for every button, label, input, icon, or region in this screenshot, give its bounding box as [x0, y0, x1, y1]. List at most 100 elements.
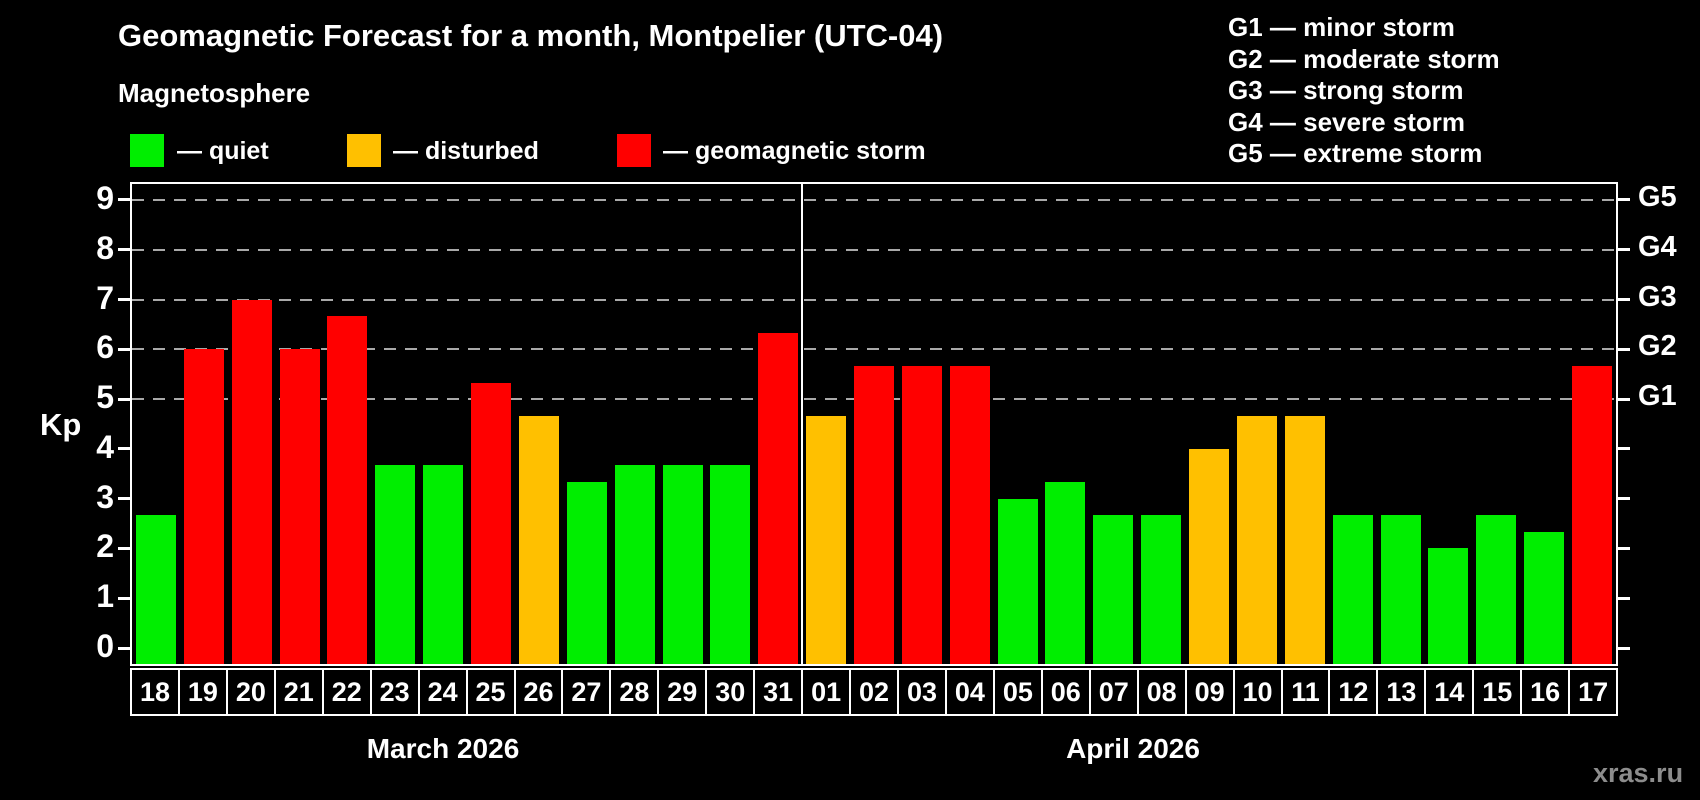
day-cell-april-04: 04: [944, 668, 995, 716]
y-tick-left-1: [118, 596, 130, 600]
y-tick-left-5: [118, 397, 130, 401]
legend-swatch-quiet-icon: [130, 134, 164, 167]
watermark-xras: xras.ru: [1593, 758, 1684, 788]
y-tick-right-0: [1618, 646, 1630, 650]
y-tick-label-1: 1: [96, 578, 114, 615]
legend-label-disturbed: — disturbed: [393, 137, 539, 165]
kp-bar-april-16: [1524, 532, 1565, 664]
month-label-april: April 2026: [1066, 733, 1200, 764]
kp-bar-april-05: [997, 498, 1038, 664]
y-tick-label-7: 7: [96, 279, 114, 316]
y-tick-left-3: [118, 497, 130, 501]
y-tick-label-4: 4: [96, 428, 114, 465]
kp-bar-april-03: [901, 365, 942, 664]
kp-bar-april-12: [1332, 515, 1373, 664]
day-cell-march-22: 22: [321, 668, 372, 716]
day-cell-april-15: 15: [1472, 668, 1523, 716]
y-tick-left-6: [118, 347, 130, 351]
kp-bar-march-30: [710, 465, 751, 664]
y-tick-right-2: [1618, 546, 1630, 550]
day-cell-april-08: 08: [1136, 668, 1187, 716]
day-cell-april-01: 01: [801, 668, 852, 716]
day-cell-march-24: 24: [417, 668, 468, 716]
y-tick-label-5: 5: [96, 379, 114, 416]
day-cell-april-09: 09: [1184, 668, 1235, 716]
kp-bar-march-27: [566, 482, 607, 664]
kp-bar-march-25: [471, 382, 512, 664]
month-divider-line: [801, 184, 804, 664]
day-cell-march-18: 18: [130, 668, 180, 716]
gridline-kp6: [132, 348, 1616, 351]
day-cell-april-11: 11: [1280, 668, 1331, 716]
g-label-g3: G3: [1638, 280, 1677, 313]
day-cell-april-16: 16: [1520, 668, 1571, 716]
legend-label-quiet: — quiet: [177, 137, 269, 165]
day-cell-april-03: 03: [897, 668, 947, 716]
day-cell-april-05: 05: [992, 668, 1043, 716]
legend-label-storm: — geomagnetic storm: [663, 137, 926, 165]
day-cell-march-21: 21: [273, 668, 324, 716]
kp-bar-march-19: [183, 349, 224, 664]
y-tick-right-1: [1618, 596, 1630, 600]
kp-bar-march-18: [135, 515, 176, 664]
y-tick-right-8: [1618, 248, 1630, 252]
day-cell-march-30: 30: [705, 668, 756, 716]
day-cell-april-13: 13: [1376, 668, 1427, 716]
kp-bar-march-21: [279, 349, 320, 664]
kp-bar-april-07: [1093, 515, 1134, 664]
kp-bar-march-26: [518, 415, 559, 664]
y-tick-left-8: [118, 248, 130, 252]
y-tick-label-8: 8: [96, 229, 114, 266]
gridline-kp9: [132, 198, 1616, 201]
y-tick-right-5: [1618, 397, 1630, 401]
day-cell-march-28: 28: [609, 668, 660, 716]
kp-bar-april-02: [854, 365, 894, 664]
legend-swatch-storm-icon: [617, 134, 651, 167]
day-cell-april-12: 12: [1328, 668, 1379, 716]
y-tick-left-4: [118, 447, 130, 451]
y-tick-label-0: 0: [96, 628, 114, 664]
y-tick-left-0: [118, 646, 130, 650]
kp-bar-april-15: [1476, 515, 1517, 664]
day-cell-april-17: 17: [1568, 668, 1619, 716]
g-label-g5: G5: [1638, 180, 1677, 213]
day-cell-march-23: 23: [369, 668, 420, 716]
kp-bar-april-11: [1284, 415, 1325, 664]
day-cell-march-27: 27: [561, 668, 612, 716]
g-label-g4: G4: [1638, 230, 1677, 263]
plot-area: [130, 182, 1618, 666]
day-cell-april-10: 10: [1232, 668, 1283, 716]
kp-bar-april-08: [1141, 515, 1182, 664]
day-cell-march-31: 31: [753, 668, 804, 716]
g-label-g2: G2: [1638, 330, 1677, 363]
kp-bar-march-29: [662, 465, 703, 664]
day-cell-march-19: 19: [177, 668, 228, 716]
y-tick-label-2: 2: [96, 528, 114, 565]
day-cell-april-02: 02: [849, 668, 899, 716]
y-tick-right-3: [1618, 497, 1630, 501]
month-label-march: March 2026: [366, 733, 520, 764]
storm-scale-item-g4: G4 — severe storm: [1228, 106, 1466, 137]
kp-bar-march-31: [758, 332, 799, 664]
day-label-row: 18 19 20 21 22 23 24 25 26 27 28 29 30 31 01 02 03 04 05 06…: [130, 668, 1619, 716]
kp-bar-april-17: [1572, 365, 1613, 664]
y-tick-left-9: [118, 198, 130, 202]
kp-bar-march-28: [614, 465, 655, 664]
y-tick-label-9: 9: [96, 179, 114, 216]
day-cell-march-20: 20: [225, 668, 276, 716]
legend-swatch-disturbed-icon: [347, 134, 381, 167]
g-label-g1: G1: [1638, 380, 1677, 413]
y-axis-title-kp: Kp: [40, 407, 82, 442]
magnetosphere-label: Magnetosphere: [118, 78, 311, 108]
day-cell-march-29: 29: [657, 668, 708, 716]
storm-scale-item-g3: G3 — strong storm: [1228, 75, 1464, 105]
kp-bar-march-20: [231, 299, 272, 664]
day-cell-march-25: 25: [465, 668, 516, 716]
storm-scale-item-g5: G5 — extreme storm: [1228, 138, 1483, 168]
y-tick-right-4: [1618, 447, 1630, 451]
y-tick-right-9: [1618, 198, 1630, 202]
kp-bar-april-04: [949, 365, 990, 664]
kp-bar-april-06: [1045, 482, 1086, 664]
chart-title: Geomagnetic Forecast for a month, Montpe…: [118, 18, 944, 53]
